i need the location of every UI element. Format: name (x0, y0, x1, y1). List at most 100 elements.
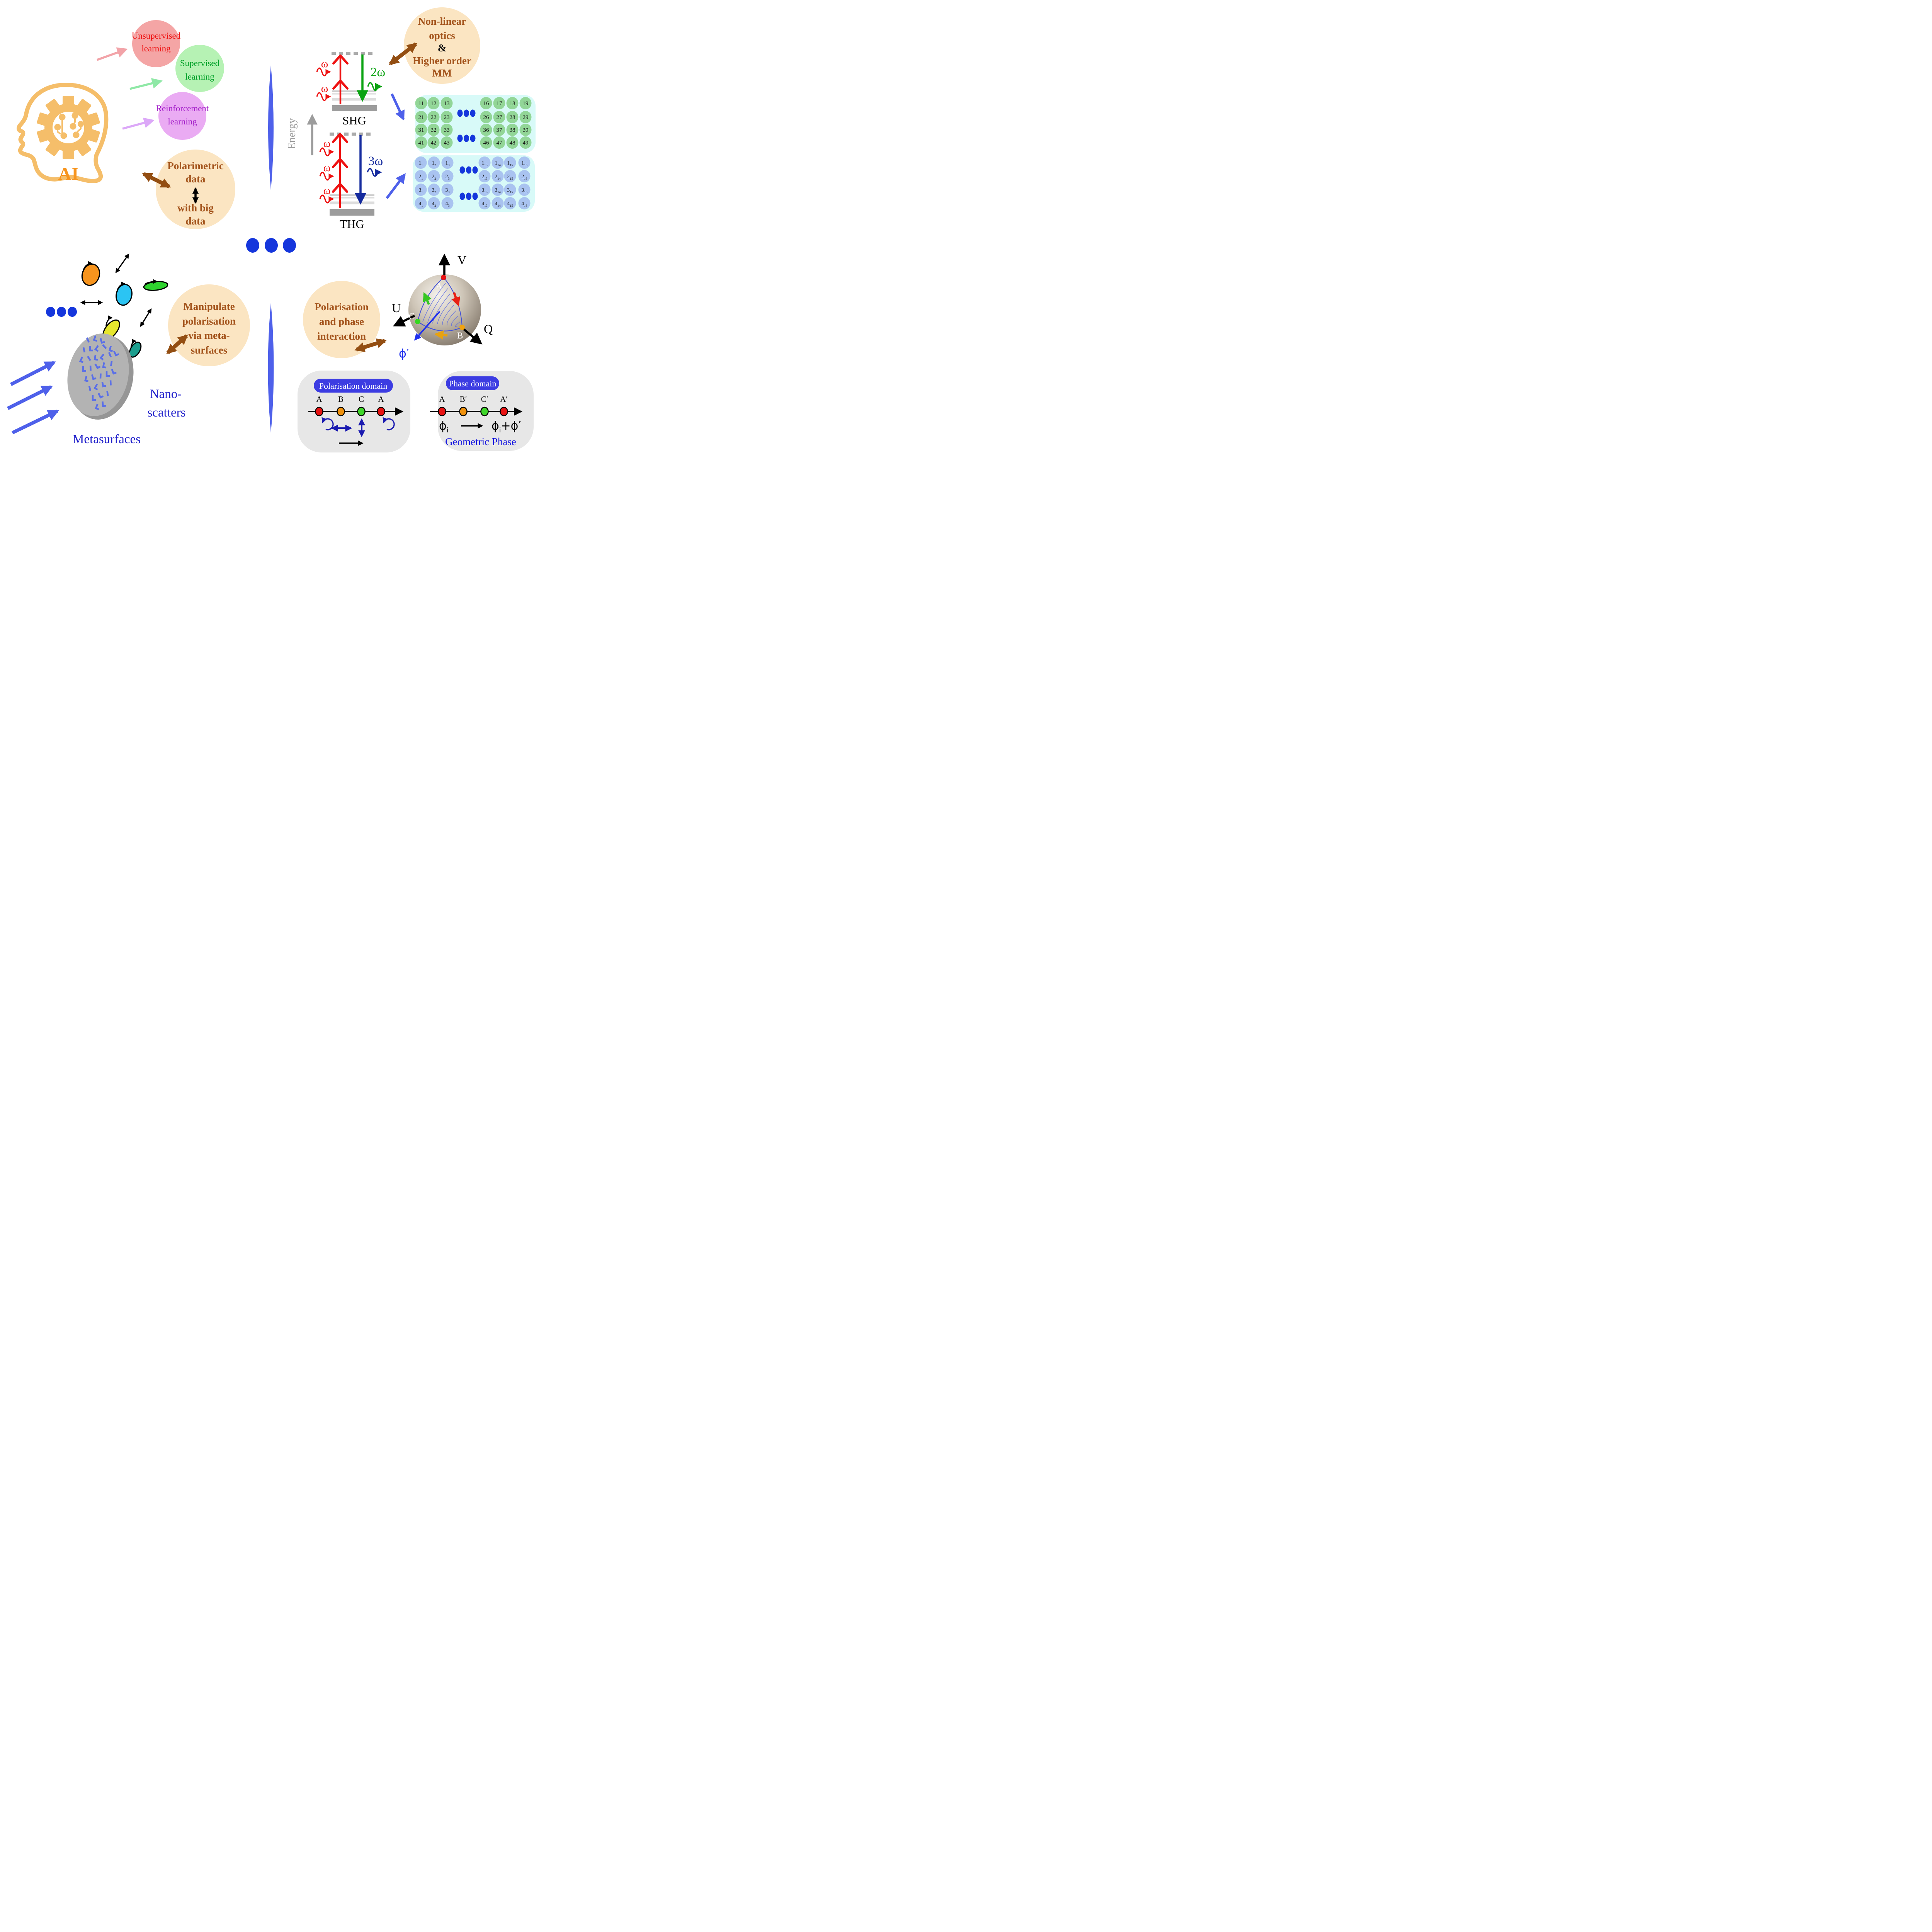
domain-point-dot (438, 406, 446, 417)
matrix-cell (427, 111, 440, 123)
photon-squiggle-icon (316, 92, 331, 101)
phi-initial: ϕi (439, 419, 449, 434)
matrix-cell (492, 156, 504, 169)
matrix-cell (493, 124, 505, 136)
matrix-value: 29 (523, 114, 529, 121)
bubble-label: Polarimetric (167, 160, 223, 172)
energy-axis-label: Energy (286, 118, 298, 149)
matrix-cell (518, 184, 531, 196)
matrix-cell (519, 136, 532, 149)
bubble-label: data (185, 215, 206, 227)
sphere-link-arrow (354, 338, 387, 352)
domain-point-dot (500, 406, 508, 417)
bubble-label: learning (185, 72, 214, 82)
matrix-cell (428, 184, 440, 196)
arrow-to-supervised-icon (129, 78, 163, 90)
bubble-label: Manipulate (183, 301, 235, 312)
matrix-value: 13 (446, 160, 450, 167)
domain-point-dot (337, 406, 345, 417)
matrix-cell (493, 136, 505, 149)
ai-head-icon: AI (17, 83, 109, 184)
matrix-value: 16 (483, 100, 490, 107)
matrix-cell (428, 156, 440, 169)
matrix-value: 41 (419, 201, 423, 207)
photon-squiggle-icon (319, 194, 334, 204)
matrix-cell (415, 136, 427, 149)
nonlinear-bubble: Non-linear optics & Higher order MM (404, 7, 480, 84)
axis-label-u: U (392, 301, 401, 315)
bubble-label: learning (168, 117, 197, 126)
domain-point-label: A (378, 395, 384, 404)
supervised-bubble: Supervised learning (175, 45, 224, 92)
sphere-meridian-lines (422, 282, 461, 327)
axis-label-phi: ϕ′ (399, 347, 409, 361)
domain-point-label: C (359, 395, 364, 404)
matrix-value: 22 (432, 173, 436, 180)
matrix-value: 13 (444, 100, 450, 107)
matrix-value: 33 (446, 187, 450, 194)
shg-to-matrix-arrow (391, 93, 405, 121)
domain-point-label: A (439, 395, 445, 404)
matrix-value: 11 (419, 160, 423, 167)
matrix-value: 42 (432, 201, 436, 207)
matrix-cell (519, 97, 532, 109)
matrix-cell (506, 124, 519, 136)
nano-scatters-label: Nano- (150, 387, 182, 401)
nano-scatterer-icons (79, 335, 119, 410)
matrix-value: 19 (523, 100, 529, 107)
matrix-value: 21 (419, 173, 423, 180)
photon-squiggle-icon (367, 82, 383, 91)
domain-point-label: A (316, 395, 322, 404)
domain-point-dot (315, 406, 323, 417)
matrix-value: 38 (510, 127, 515, 133)
photon-squiggle-icon (319, 172, 334, 181)
rotation-arrow-icons (82, 261, 158, 347)
photon-squiggle-icon (316, 67, 331, 77)
bubble-label: MM (432, 67, 452, 79)
domain-point-dot (480, 406, 489, 417)
scatterer-ellipses (80, 253, 168, 358)
matrix-value: 37 (497, 127, 503, 133)
rotation-arrow-icon (105, 315, 113, 327)
matrix-value: 41 (418, 140, 424, 146)
matrix-cell (441, 197, 454, 209)
domain-point-label: A′ (500, 395, 508, 404)
matrix-value: 32 (431, 127, 437, 133)
matrix-cell (428, 197, 440, 209)
omega-label: ω (321, 58, 328, 70)
figure-canvas: AI Unsupervised learning Supervised lear… (0, 0, 556, 470)
matrix-cell (440, 97, 453, 109)
phi-axis-arrow (414, 311, 440, 341)
matrix-cell (519, 124, 532, 136)
matrix-value: 23 (444, 114, 450, 121)
matrix-cell (427, 136, 440, 149)
bubble-label: Higher order (413, 55, 471, 66)
path-arrow-red-icon (451, 292, 461, 307)
matrix-cell (478, 170, 491, 182)
matrix-value: 12 (431, 100, 437, 107)
matrix-cell (478, 156, 491, 169)
matrix-cell (440, 136, 453, 149)
domain-point-label: B′ (460, 395, 467, 404)
arrow-to-unsupervised-icon (97, 47, 128, 61)
point-b-dot (459, 325, 465, 330)
bubble-label: Supervised (180, 58, 220, 68)
bubble-label: data (185, 173, 206, 185)
bubble-label: Polarisation (315, 301, 369, 313)
bubble-label: interaction (317, 330, 366, 342)
matrix-value: 26 (483, 114, 490, 121)
matrix-value: 43 (446, 201, 450, 207)
point-label-b: B (457, 331, 463, 340)
matrix-cell (518, 197, 531, 209)
circuit-icon (54, 112, 84, 139)
matrix-value: 46 (483, 140, 490, 146)
rotation-arrow-icon (82, 261, 93, 272)
rotation-arrow-icon (144, 279, 158, 285)
circular-pol-icon (321, 417, 334, 430)
matrix-cell (415, 124, 427, 136)
matrix-value: 22 (431, 114, 437, 121)
shg-nonlinear-link-arrow (389, 43, 417, 65)
geometric-phase-label: Geometric Phase (445, 436, 516, 447)
matrix-value: 21 (418, 114, 424, 121)
